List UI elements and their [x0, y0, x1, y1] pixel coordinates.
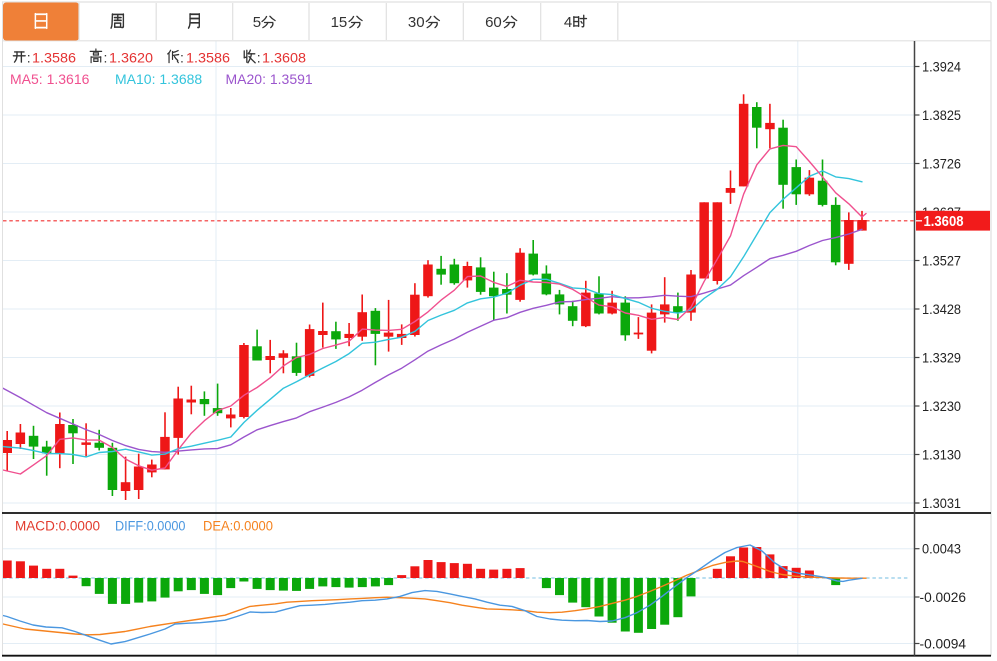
svg-text:1.3329: 1.3329	[922, 349, 961, 365]
svg-text:1.3825: 1.3825	[922, 107, 961, 123]
svg-text:1.3031: 1.3031	[922, 495, 961, 511]
svg-text:-0.0094: -0.0094	[920, 635, 967, 651]
svg-text:1.3620: 1.3620	[109, 50, 153, 66]
svg-text:1.3924: 1.3924	[922, 58, 961, 74]
svg-text:MA5: 1.3616: MA5: 1.3616	[10, 71, 90, 87]
svg-text:DEA:0.0000: DEA:0.0000	[203, 519, 273, 534]
svg-text:MA20: 1.3591: MA20: 1.3591	[226, 71, 313, 87]
svg-text:60: 60	[485, 14, 502, 31]
svg-text:1.3608: 1.3608	[924, 214, 964, 230]
svg-text:15: 15	[331, 14, 348, 31]
svg-text::: :	[257, 50, 261, 66]
svg-text:1.3130: 1.3130	[922, 446, 961, 462]
svg-text:-0.0026: -0.0026	[920, 589, 967, 605]
svg-text:1.3726: 1.3726	[922, 155, 961, 171]
svg-text:1.3230: 1.3230	[922, 398, 961, 414]
svg-text:DIFF:0.0000: DIFF:0.0000	[115, 519, 186, 534]
svg-text:5: 5	[253, 14, 261, 31]
svg-text::: :	[180, 50, 184, 66]
svg-text:30: 30	[408, 14, 425, 31]
svg-text:MA10: 1.3688: MA10: 1.3688	[115, 71, 202, 87]
svg-text:1.3586: 1.3586	[186, 50, 230, 66]
svg-text:1.3428: 1.3428	[922, 301, 961, 317]
svg-text::: :	[27, 50, 31, 66]
svg-text:1.3527: 1.3527	[922, 252, 961, 268]
svg-text:1.3586: 1.3586	[32, 50, 76, 66]
svg-text:0.0043: 0.0043	[922, 541, 961, 557]
svg-text:1.3608: 1.3608	[262, 50, 306, 66]
svg-text:MACD:0.0000: MACD:0.0000	[15, 519, 100, 534]
svg-text:4: 4	[564, 14, 572, 31]
svg-text::: :	[104, 50, 108, 66]
